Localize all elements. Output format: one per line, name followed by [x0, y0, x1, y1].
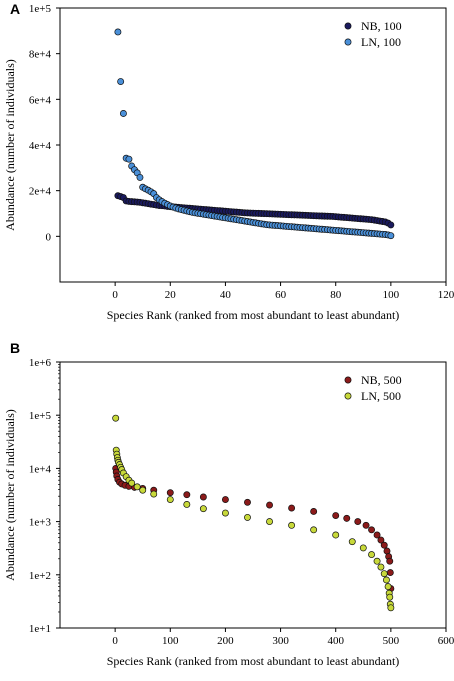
- data-point: [386, 593, 394, 601]
- x-tick-label: 400: [327, 635, 344, 647]
- data-point: [183, 501, 191, 508]
- data-point: [382, 576, 390, 584]
- data-point: [112, 414, 120, 422]
- y-tick-label: 1e+5: [29, 3, 52, 15]
- x-tick-label: 80: [330, 289, 342, 301]
- x-axis-title: Species Rank (ranked from most abundant …: [107, 654, 400, 668]
- x-tick-label: 40: [220, 289, 232, 301]
- x-tick-label: 100: [162, 635, 179, 647]
- data-point: [166, 489, 174, 497]
- data-point: [221, 496, 229, 503]
- data-point: [114, 28, 122, 36]
- y-tick-label: 1e+5: [29, 410, 52, 422]
- y-tick-label: 2e+4: [29, 186, 52, 198]
- x-tick-label: 300: [272, 635, 289, 647]
- data-point: [384, 583, 392, 591]
- data-point: [139, 486, 147, 494]
- data-point: [266, 501, 273, 509]
- data-point: [387, 232, 395, 240]
- x-tick-label: 100: [383, 289, 400, 301]
- data-point: [133, 483, 141, 491]
- legend-label: NB, 500: [361, 373, 402, 387]
- legend-label: LN, 500: [361, 389, 401, 403]
- data-point: [136, 173, 144, 181]
- data-point: [354, 518, 362, 526]
- plot-frame: [59, 361, 447, 629]
- plot-frame: [59, 7, 447, 283]
- data-point: [310, 526, 318, 534]
- data-point: [368, 551, 376, 559]
- data-point: [343, 514, 351, 522]
- data-point: [387, 604, 395, 612]
- x-tick-label: 20: [165, 289, 177, 301]
- y-tick-label: 1e+3: [29, 517, 52, 529]
- x-tick-label: 60: [275, 289, 287, 301]
- data-point: [373, 557, 381, 565]
- legend-marker: [344, 38, 352, 46]
- data-point: [288, 504, 296, 512]
- y-tick-label: 4e+4: [29, 140, 52, 152]
- data-point: [150, 490, 158, 498]
- y-tick-label: 1e+6: [29, 357, 52, 369]
- data-point: [362, 521, 370, 529]
- data-point: [359, 544, 367, 552]
- legend-label: NB, 100: [361, 19, 402, 33]
- data-point: [244, 498, 251, 506]
- y-tick-label: 1e+1: [29, 623, 51, 635]
- y-tick-label: 1e+4: [29, 463, 52, 475]
- data-point: [288, 521, 296, 529]
- legend-label: LN, 100: [361, 35, 401, 49]
- y-axis-title: Abundance (number of individuals): [3, 59, 17, 231]
- legend-marker: [344, 392, 352, 400]
- data-point: [332, 531, 340, 539]
- x-axis-title: Species Rank (ranked from most abundant …: [107, 308, 400, 322]
- data-point: [199, 505, 207, 513]
- chart-b: 0 100 200 300 400 500 600 1e+1 1e+2 1e+3 1e+4 1e+5 1…: [3, 357, 454, 668]
- data-point: [310, 508, 318, 515]
- data-point: [183, 491, 191, 499]
- legend-marker: [344, 22, 352, 30]
- data-point: [125, 155, 133, 163]
- data-point: [166, 496, 174, 503]
- y-tick-label: 6e+4: [29, 94, 52, 106]
- chart-a: 0 20 40 60 80 100 120 0 2e+4 4e+4 6e+4 8e+4 1e+5 Spec…: [3, 3, 454, 322]
- x-tick-label: 600: [438, 635, 454, 647]
- data-point: [332, 512, 340, 519]
- data-point: [380, 570, 388, 578]
- data-point: [128, 479, 136, 487]
- legend-marker: [344, 376, 352, 384]
- data-point: [386, 569, 394, 577]
- x-tick-label: 120: [438, 289, 454, 301]
- y-tick-label: 8e+4: [29, 49, 52, 61]
- data-point: [373, 531, 381, 539]
- data-point: [119, 110, 127, 117]
- data-point: [221, 509, 229, 517]
- x-tick-label: 500: [383, 635, 400, 647]
- data-point: [266, 518, 273, 526]
- panel-b-label: B: [10, 340, 21, 356]
- y-axis-title: Abundance (number of individuals): [3, 409, 17, 581]
- data-point: [244, 513, 251, 521]
- y-tick-label: 0: [46, 231, 52, 243]
- data-point: [386, 557, 394, 565]
- data-point: [199, 493, 207, 501]
- y-tick-label: 1e+2: [29, 570, 51, 582]
- data-point: [368, 526, 376, 534]
- x-tick-label: 0: [112, 635, 118, 647]
- data-point: [380, 541, 388, 549]
- data-point: [377, 536, 385, 544]
- data-point: [348, 538, 356, 546]
- data-point: [387, 221, 395, 229]
- x-tick-label: 0: [112, 289, 118, 301]
- x-tick-label: 200: [217, 635, 234, 647]
- data-point: [117, 78, 125, 85]
- panel-a-label: A: [10, 1, 21, 17]
- data-point: [377, 563, 385, 571]
